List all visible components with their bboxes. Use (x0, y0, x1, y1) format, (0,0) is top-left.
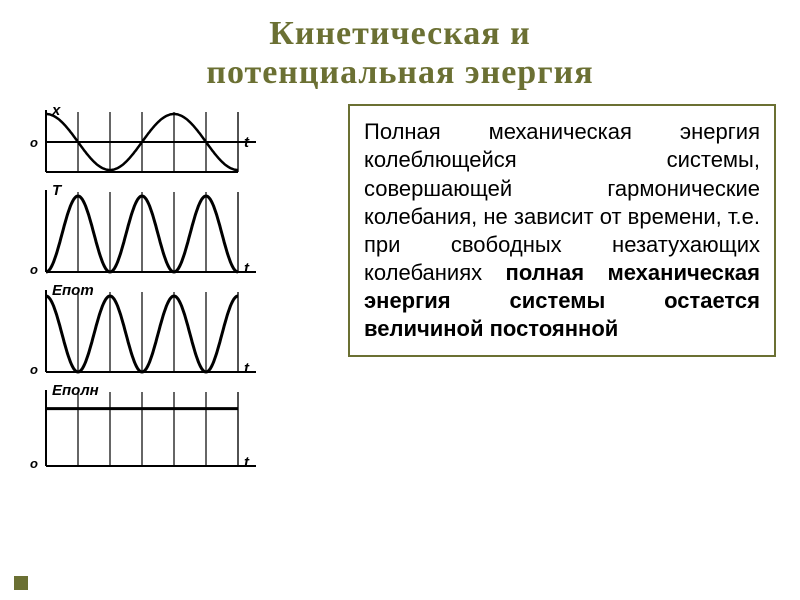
chart-svg (24, 184, 264, 282)
footer-marker (14, 576, 28, 590)
page-title: Кинетическая и потенциальная энергия (0, 0, 800, 98)
chart-panel-Efull: Eполноt (24, 384, 324, 476)
chart-panel-Epot: Eпотоt (24, 284, 324, 382)
chart-svg (24, 104, 264, 182)
chart-stack: хоtTоtEпотоtEполноt (24, 104, 334, 478)
chart-panel-T: Tоt (24, 184, 324, 282)
chart-svg (24, 384, 264, 476)
chart-panel-x: хоt (24, 104, 324, 182)
title-line-1: Кинетическая и (269, 15, 531, 52)
title-line-2: потенциальная энергия (206, 54, 593, 91)
chart-svg (24, 284, 264, 382)
content-row: хоtTоtEпотоtEполноt Полная механическая … (0, 98, 800, 490)
description-box: Полная механическая энергия колеблющейся… (348, 104, 776, 357)
